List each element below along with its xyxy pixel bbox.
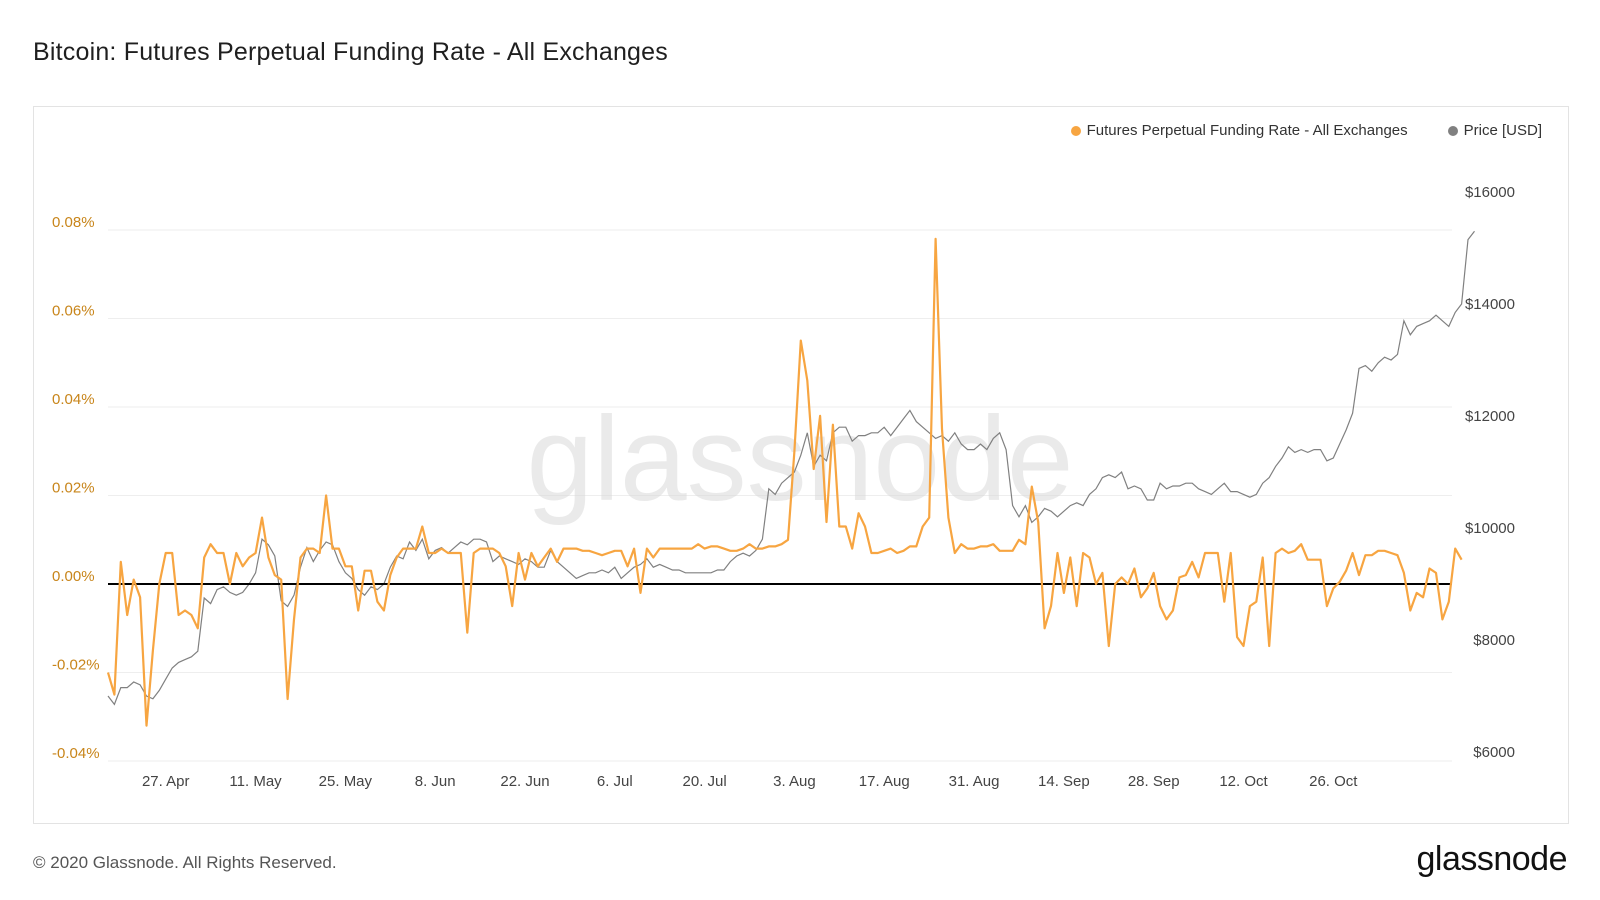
left-tick-label: 0.00% xyxy=(52,568,95,585)
legend-item-funding[interactable]: Futures Perpetual Funding Rate - All Exc… xyxy=(1070,122,1408,139)
x-tick-label: 22. Jun xyxy=(500,773,549,790)
x-tick-label: 17. Aug xyxy=(859,773,910,790)
right-tick-label: $16000 xyxy=(1465,184,1515,201)
legend-item-price[interactable]: Price [USD] xyxy=(1447,122,1542,139)
price-series-line xyxy=(107,230,1475,706)
right-tick-label: $12000 xyxy=(1465,408,1515,425)
left-tick-label: 0.02% xyxy=(52,480,95,497)
legend-dot-price xyxy=(1447,125,1458,136)
x-tick-label: 31. Aug xyxy=(949,773,1000,790)
left-tick-label: -0.04% xyxy=(52,745,100,762)
x-tick-label: 25. May xyxy=(319,773,373,790)
x-tick-label: 8. Jun xyxy=(415,773,456,790)
left-tick-label: 0.04% xyxy=(52,391,95,408)
x-tick-label: 27. Apr xyxy=(142,773,190,790)
right-tick-label: $10000 xyxy=(1465,520,1515,537)
x-axis: 27. Apr 11. May 25. May 8. Jun 22. Jun 6. Jul… xyxy=(142,773,1358,790)
right-tick-label: $14000 xyxy=(1465,296,1515,313)
x-tick-label: 6. Jul xyxy=(597,773,633,790)
right-axis: $6000 $8000 $10000 $12000 $14000 $16000 xyxy=(1465,184,1515,761)
legend-label-price: Price [USD] xyxy=(1463,122,1542,139)
x-tick-label: 20. Jul xyxy=(683,773,727,790)
x-tick-label: 14. Sep xyxy=(1038,773,1090,790)
brand-logo: glassnode xyxy=(1416,840,1567,878)
funding-rate-series-line xyxy=(106,237,1463,727)
left-axis: -0.04% -0.02% 0.00% 0.02% 0.04% 0.06% 0.08% xyxy=(52,214,100,762)
watermark: glassnode xyxy=(526,392,1073,526)
legend: Futures Perpetual Funding Rate - All Exc… xyxy=(1070,122,1542,139)
right-tick-label: $6000 xyxy=(1473,744,1515,761)
legend-label-funding: Futures Perpetual Funding Rate - All Exc… xyxy=(1086,122,1408,139)
x-tick-label: 12. Oct xyxy=(1219,773,1268,790)
x-tick-label: 26. Oct xyxy=(1309,773,1358,790)
left-tick-label: -0.02% xyxy=(52,657,100,674)
chart-frame xyxy=(33,106,1569,824)
right-tick-label: $8000 xyxy=(1473,632,1515,649)
x-tick-label: 28. Sep xyxy=(1128,773,1180,790)
legend-dot-funding xyxy=(1070,125,1081,136)
copyright-footer: © 2020 Glassnode. All Rights Reserved. xyxy=(33,853,337,872)
x-tick-label: 3. Aug xyxy=(773,773,816,790)
left-tick-label: 0.08% xyxy=(52,214,95,231)
x-tick-label: 11. May xyxy=(229,773,282,790)
left-tick-label: 0.06% xyxy=(52,303,95,320)
page-title: Bitcoin: Futures Perpetual Funding Rate … xyxy=(33,38,668,66)
